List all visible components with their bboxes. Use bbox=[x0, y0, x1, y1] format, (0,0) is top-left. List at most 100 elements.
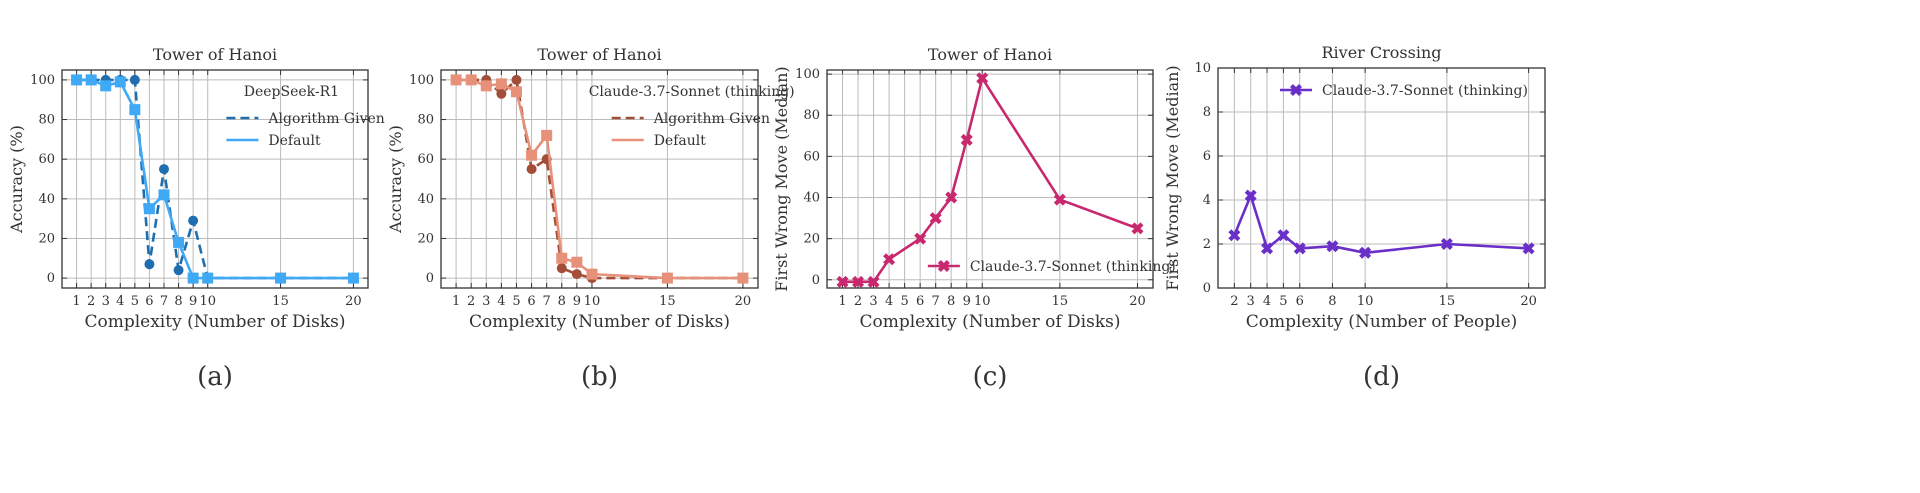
data-point bbox=[480, 80, 492, 92]
x-axis-label: Complexity (Number of Disks) bbox=[469, 312, 730, 332]
y-tick-label: 6 bbox=[1203, 149, 1211, 164]
x-tick-label: 20 bbox=[1520, 294, 1537, 309]
data-point bbox=[275, 272, 287, 284]
x-tick-label: 4 bbox=[1263, 294, 1271, 309]
data-point bbox=[571, 269, 582, 280]
data-point bbox=[661, 272, 673, 284]
x-tick-label: 3 bbox=[1247, 294, 1255, 309]
axes-frame bbox=[61, 69, 369, 289]
x-tick-label: 9 bbox=[573, 294, 581, 309]
data-point bbox=[114, 76, 126, 88]
x-tick-label: 4 bbox=[885, 294, 893, 309]
data-point bbox=[526, 164, 537, 175]
legend: Claude-3.7-Sonnet (thinking) bbox=[927, 259, 1176, 275]
data-point bbox=[187, 272, 199, 284]
data-point bbox=[526, 149, 538, 161]
y-tick-label: 100 bbox=[409, 73, 434, 88]
y-tick-label: 4 bbox=[1203, 193, 1211, 208]
data-point bbox=[450, 74, 462, 86]
x-tick-label: 20 bbox=[1129, 294, 1146, 309]
series-claude-3-7-sonnet-thinking- bbox=[836, 72, 1144, 288]
y-tick-label: 60 bbox=[803, 149, 820, 164]
data-point bbox=[976, 72, 989, 85]
panel-label: (c) bbox=[973, 362, 1008, 392]
x-tick-label: 15 bbox=[272, 294, 289, 309]
data-point bbox=[188, 215, 199, 226]
y-axis-label: Accuracy (%) bbox=[386, 125, 405, 234]
y-tick-label: 60 bbox=[417, 152, 434, 167]
panel-label: (a) bbox=[197, 362, 233, 392]
y-tick-label: 20 bbox=[38, 231, 55, 246]
data-point bbox=[173, 236, 185, 248]
data-point bbox=[511, 74, 522, 85]
x-tick-label: 8 bbox=[558, 294, 566, 309]
x-tick-label: 8 bbox=[174, 294, 182, 309]
y-axis-label: First Wrong Move (Median) bbox=[772, 66, 791, 291]
legend-marker bbox=[1290, 84, 1302, 96]
data-point bbox=[929, 212, 942, 225]
x-tick-label: 2 bbox=[87, 294, 95, 309]
x-tick-label: 3 bbox=[102, 294, 110, 309]
legend-label: Algorithm Given bbox=[653, 111, 770, 127]
data-point bbox=[85, 74, 97, 86]
x-tick-label: 7 bbox=[160, 294, 168, 309]
data-point bbox=[836, 275, 849, 288]
y-tick-label: 20 bbox=[417, 231, 434, 246]
y-tick-label: 80 bbox=[803, 108, 820, 123]
x-tick-label: 3 bbox=[869, 294, 877, 309]
y-tick-label: 40 bbox=[803, 191, 820, 206]
data-point bbox=[883, 253, 896, 266]
x-tick-label: 15 bbox=[659, 294, 676, 309]
data-point bbox=[586, 268, 598, 280]
data-point bbox=[129, 74, 140, 85]
x-tick-label: 5 bbox=[900, 294, 908, 309]
y-tick-label: 2 bbox=[1203, 237, 1211, 252]
data-point bbox=[159, 164, 169, 175]
data-point bbox=[867, 275, 880, 288]
x-tick-label: 9 bbox=[189, 294, 197, 309]
series-line bbox=[842, 76, 1138, 284]
legend: DeepSeek-R1 Algorithm Given Default bbox=[226, 84, 385, 149]
y-tick-label: 40 bbox=[417, 192, 434, 207]
x-tick-label: 5 bbox=[1279, 294, 1287, 309]
legend-title: Claude-3.7-Sonnet (thinking) bbox=[589, 84, 795, 100]
legend: Claude-3.7-Sonnet (thinking) Algorithm Gi… bbox=[589, 84, 795, 149]
chart-title: Tower of Hanoi bbox=[537, 45, 661, 64]
x-tick-label: 4 bbox=[116, 294, 124, 309]
data-point bbox=[173, 265, 184, 276]
x-tick-label: 15 bbox=[1052, 294, 1069, 309]
data-point bbox=[1131, 222, 1144, 235]
axes-frame bbox=[440, 69, 759, 289]
data-point bbox=[1522, 242, 1535, 255]
data-point bbox=[347, 272, 359, 284]
axes-frame bbox=[826, 69, 1154, 289]
x-axis-label: Complexity (Number of People) bbox=[1246, 312, 1518, 332]
x-tick-label: 4 bbox=[497, 294, 505, 309]
chart-title: Tower of Hanoi bbox=[153, 45, 277, 64]
data-point bbox=[1244, 189, 1257, 202]
x-tick-label: 20 bbox=[735, 294, 752, 309]
data-point bbox=[541, 129, 553, 141]
series-claude-3-7-sonnet-thinking- bbox=[1228, 189, 1535, 259]
data-point bbox=[496, 88, 507, 99]
x-tick-label: 3 bbox=[482, 294, 490, 309]
panel-label: (d) bbox=[1363, 362, 1400, 392]
legend-marker bbox=[937, 260, 950, 272]
x-tick-label: 6 bbox=[916, 294, 924, 309]
series-default bbox=[450, 74, 749, 284]
x-tick-label: 7 bbox=[543, 294, 551, 309]
chart-title: Tower of Hanoi bbox=[928, 45, 1052, 64]
x-tick-label: 10 bbox=[584, 294, 601, 309]
legend-label: Claude-3.7-Sonnet (thinking) bbox=[970, 259, 1176, 275]
x-tick-label: 1 bbox=[452, 294, 460, 309]
data-point bbox=[556, 252, 568, 264]
data-point bbox=[1326, 240, 1339, 253]
data-point bbox=[1277, 229, 1290, 242]
y-tick-label: 0 bbox=[426, 271, 434, 286]
x-axis-label: Complexity (Number of Disks) bbox=[859, 312, 1120, 332]
data-point bbox=[100, 80, 112, 92]
x-tick-label: 8 bbox=[947, 294, 955, 309]
y-tick-label: 80 bbox=[417, 113, 434, 128]
axes-frame bbox=[1217, 67, 1546, 289]
